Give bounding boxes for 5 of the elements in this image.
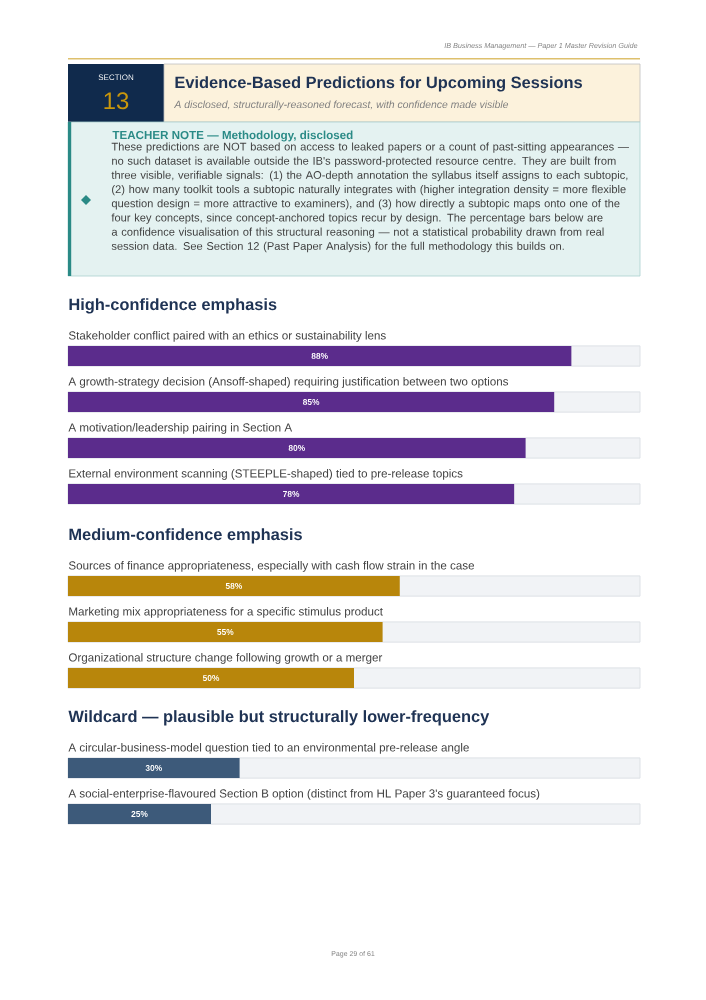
- text: Evidence-Based Predictions for Upcoming Sessions: [175, 76, 582, 92]
- chart-title: High-confidence emphasis: [69, 298, 277, 314]
- chart-title: Wildcard — plausible but structurally lower-frequency: [68, 710, 490, 726]
- text: 13: [104, 92, 129, 110]
- chart-title: Medium-confidence emphasis: [69, 528, 302, 544]
